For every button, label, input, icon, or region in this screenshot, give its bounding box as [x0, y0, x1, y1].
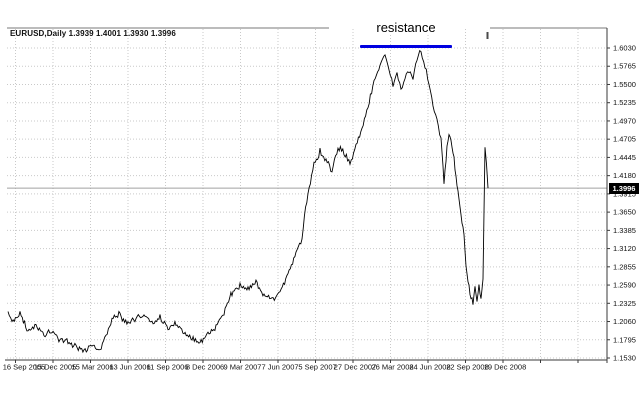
time-tick-label: 24 Jun 2008: [409, 363, 450, 372]
price-tick-label: 1.3120: [613, 244, 636, 253]
price-tick-label: 1.4180: [613, 171, 636, 180]
price-tick-label: 1.4445: [613, 153, 636, 162]
price-tick-label: 1.2855: [613, 262, 636, 271]
chart-title: EURUSD,Daily 1.3939 1.4001 1.3930 1.3996: [10, 29, 176, 38]
time-tick-label: 5 Sep 2007: [298, 363, 336, 372]
price-tick-label: 1.4705: [613, 135, 636, 144]
price-tick-label: 1.1530: [613, 354, 636, 363]
time-tick-label: 7 Jun 2007: [261, 363, 298, 372]
time-tick-label: 11 Sep 2006: [147, 363, 189, 372]
resistance-label[interactable]: resistance: [356, 20, 456, 35]
time-tick-label: 8 Dec 2006: [186, 363, 224, 372]
time-tick-label: 13 Jun 2006: [109, 363, 150, 372]
price-tick-label: 1.5765: [613, 62, 636, 71]
price-tick-label: 1.4970: [613, 116, 636, 125]
price-tick-label: 1.1795: [613, 335, 636, 344]
time-tick-label: 27 Dec 2007: [334, 363, 377, 372]
price-tick-label: 1.5500: [613, 80, 636, 89]
time-tick-label: 9 Mar 2007: [224, 363, 262, 372]
time-tick-label: 15 Dec 2005: [34, 363, 77, 372]
chart-plot-area[interactable]: [7, 28, 607, 360]
price-tick-label: 1.2590: [613, 281, 636, 290]
price-tick-label: 1.3915: [613, 189, 636, 198]
annotation-anchor-mark: [486, 32, 489, 39]
price-tick-label: 1.2060: [613, 317, 636, 326]
current-price-tag: 1.3996: [609, 182, 639, 194]
time-tick-label: 16 Sep 2005: [3, 363, 46, 372]
price-tick-label: 1.3385: [613, 226, 636, 235]
time-tick-label: 22 Sep 2008: [446, 363, 489, 372]
time-tick-label: 19 Dec 2008: [484, 363, 527, 372]
time-tick-label: 15 Mar 2006: [71, 363, 113, 372]
price-tick-label: 1.2325: [613, 299, 636, 308]
price-series: [7, 49, 489, 354]
price-tick-label: 1.3650: [613, 208, 636, 217]
time-tick-label: 26 Mar 2008: [371, 363, 413, 372]
price-tick-label: 1.5235: [613, 98, 636, 107]
resistance-trendline[interactable]: [360, 45, 452, 48]
price-tick-label: 1.6030: [613, 44, 636, 53]
